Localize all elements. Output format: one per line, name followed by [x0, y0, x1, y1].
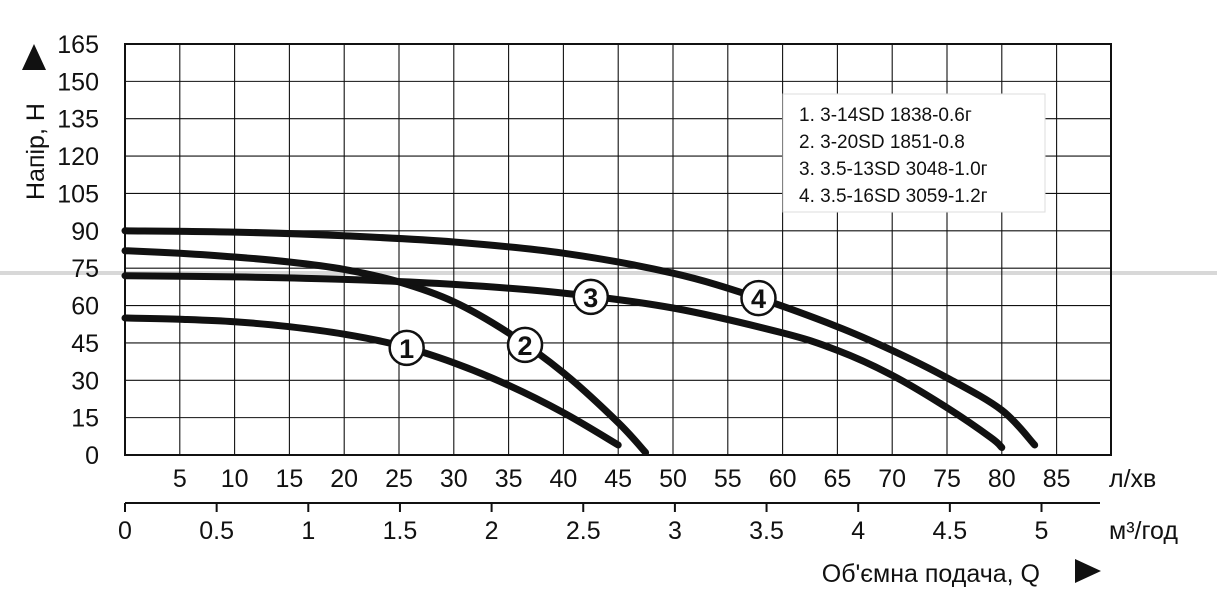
y-tick-labels: 0 15 30 45 60 75 90 105 120 135 150 165 [57, 31, 99, 470]
y-tick-label: 0 [85, 442, 99, 470]
x-axis-title: Об'ємна подача, Q [822, 560, 1040, 588]
x-secondary-tick-label: 3 [668, 517, 682, 545]
curve-1 [121, 314, 622, 449]
x-primary-tick-label: 25 [385, 465, 413, 493]
x-primary-tick-label: 20 [330, 465, 358, 493]
x-secondary-tick-label: 1 [301, 517, 315, 545]
x-primary-tick-label: 80 [988, 465, 1016, 493]
curve-marker-4 [740, 279, 777, 317]
legend-item-3: 3. 3.5-13SD 3048-1.0г [799, 159, 988, 180]
curve-4 [121, 227, 1039, 449]
x-secondary-tick-label: 4.5 [932, 517, 967, 545]
x-secondary-tick-label: 5 [1035, 517, 1049, 545]
x-primary-tick-label: 70 [878, 465, 906, 493]
x-secondary-tick-labels: 0 0.5 1 1.5 2 2.5 3 3.5 4 4.5 5 [118, 503, 1048, 545]
y-axis-arrow-icon [22, 44, 46, 70]
legend-item-1: 1. 3-14SD 1838-0.6г [799, 105, 972, 126]
y-tick-label: 60 [71, 293, 99, 321]
legend-item-2: 2. 3-20SD 1851-0.8 [799, 132, 965, 153]
x-primary-tick-label: 15 [275, 465, 303, 493]
performance-curves [121, 227, 1039, 456]
x-primary-tick-label: 5 [173, 465, 187, 493]
curve-marker-label-1: 1 [399, 334, 414, 364]
legend-item-4: 4. 3.5-16SD 3059-1.2г [799, 186, 988, 207]
x-primary-tick-label: 75 [933, 465, 961, 493]
curve-marker-3 [572, 278, 610, 316]
x-primary-unit: л/хв [1109, 465, 1156, 493]
x-secondary-unit: м³/год [1109, 517, 1178, 545]
y-tick-label: 45 [71, 330, 99, 358]
y-tick-label: 120 [57, 143, 99, 171]
y-tick-label: 135 [57, 106, 99, 134]
y-tick-label: 30 [71, 367, 99, 395]
x-secondary-tick-label: 0 [118, 517, 132, 545]
x-secondary-tick-label: 3.5 [749, 517, 784, 545]
x-primary-tick-labels: 5 10 15 20 25 30 35 40 45 50 55 60 65 70 75 80 85 [173, 465, 1071, 493]
curve-marker-label-4: 4 [751, 284, 766, 314]
x-secondary-tick-label: 2.5 [566, 517, 601, 545]
x-secondary-tick-label: 4 [851, 517, 865, 545]
legend: 1. 3-14SD 1838-0.6г 2. 3-20SD 1851-0.8 3… [782, 93, 1046, 213]
legend-box [782, 93, 1046, 213]
x-primary-tick-label: 10 [221, 465, 249, 493]
x-primary-tick-label: 60 [769, 465, 797, 493]
curve-marker-1 [388, 329, 425, 367]
y-tick-label: 165 [57, 31, 99, 59]
x-axis-arrow-icon [1075, 559, 1101, 583]
x-primary-tick-label: 65 [823, 465, 851, 493]
x-secondary-tick-label: 0.5 [199, 517, 234, 545]
y-tick-label: 15 [71, 405, 99, 433]
x-primary-tick-label: 50 [659, 465, 687, 493]
curve-3 [121, 272, 1006, 451]
x-primary-tick-label: 35 [495, 465, 523, 493]
x-primary-tick-label: 45 [604, 465, 632, 493]
x-primary-tick-label: 30 [440, 465, 468, 493]
x-secondary-tick-label: 1.5 [383, 517, 418, 545]
x-primary-tick-label: 40 [549, 465, 577, 493]
y-axis-title: Напір, Н [22, 103, 50, 200]
x-primary-tick-label: 55 [714, 465, 742, 493]
x-primary-tick-label: 85 [1043, 465, 1071, 493]
x-secondary-tick-label: 2 [485, 517, 499, 545]
y-tick-label: 150 [57, 68, 99, 96]
curve-marker-label-2: 2 [518, 331, 533, 361]
y-tick-label: 75 [71, 255, 99, 283]
curve-marker-2 [506, 326, 544, 364]
y-tick-label: 105 [57, 180, 99, 208]
curve-number-markers: 1 2 3 4 [388, 278, 777, 367]
y-tick-label: 90 [71, 218, 99, 246]
curve-marker-label-3: 3 [583, 283, 598, 313]
